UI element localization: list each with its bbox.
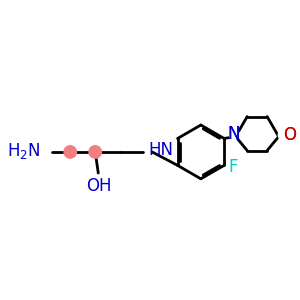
Text: HN: HN	[148, 141, 173, 159]
Text: O: O	[283, 126, 296, 144]
Circle shape	[88, 145, 102, 159]
Circle shape	[278, 130, 288, 140]
Text: H$_2$N: H$_2$N	[7, 141, 41, 161]
Circle shape	[63, 145, 77, 159]
Text: O: O	[283, 126, 296, 144]
Text: N: N	[228, 125, 240, 143]
Text: OH: OH	[86, 177, 112, 195]
Text: F: F	[229, 158, 238, 176]
Circle shape	[229, 129, 239, 139]
Text: N: N	[228, 125, 240, 143]
